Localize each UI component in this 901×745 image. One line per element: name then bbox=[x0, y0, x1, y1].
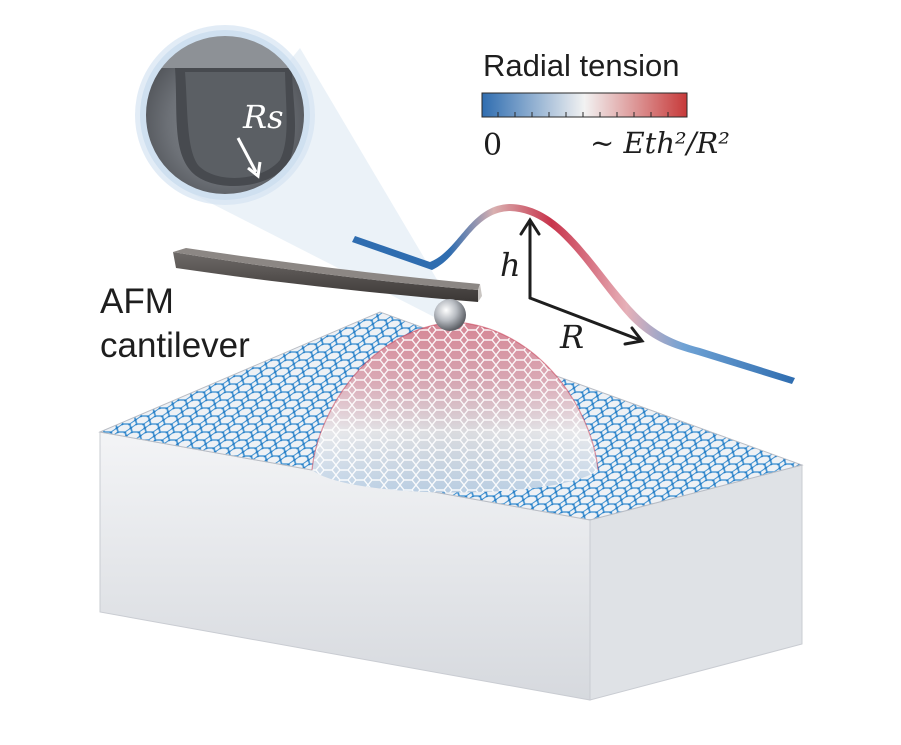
radius-axis bbox=[528, 296, 642, 342]
colorbar-gradient bbox=[481, 92, 688, 118]
cantilever-label-line1: AFM bbox=[100, 282, 174, 321]
afm-cantilever bbox=[173, 248, 482, 331]
profile-axes bbox=[519, 217, 645, 346]
tension-profile-ribbon bbox=[352, 204, 795, 384]
colorbar bbox=[481, 92, 688, 118]
graphene-blister bbox=[311, 321, 599, 493]
colorbar-min-label: 0 bbox=[483, 128, 503, 163]
height-arrowhead bbox=[519, 217, 541, 236]
afm-tip-sphere bbox=[434, 299, 466, 331]
cantilever-label: AFM cantilever bbox=[100, 280, 250, 368]
radius-arrowhead bbox=[623, 326, 645, 346]
height-label: h bbox=[500, 246, 521, 284]
colorbar-max-label: ~ Eth²/R² bbox=[590, 126, 730, 160]
colorbar-title: Radial tension bbox=[483, 48, 680, 83]
tip-radius-label: Rs bbox=[243, 98, 284, 136]
tip-radius-arrow bbox=[236, 137, 258, 173]
radius-label: R bbox=[560, 318, 585, 356]
sem-inset bbox=[135, 25, 315, 205]
cantilever-label-line2: cantilever bbox=[100, 326, 250, 365]
